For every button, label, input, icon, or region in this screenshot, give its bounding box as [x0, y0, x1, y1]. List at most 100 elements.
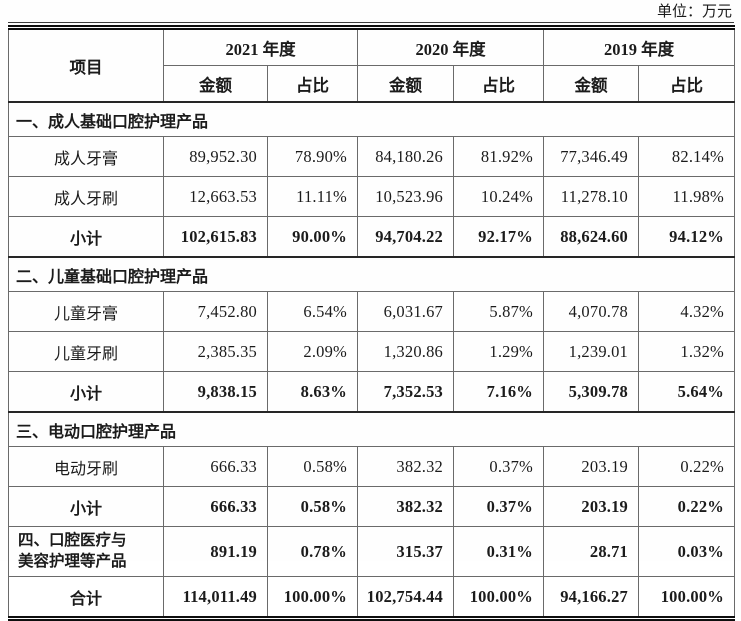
header-row-years: 项目 2021 年度 2020 年度 2019 年度: [8, 27, 735, 103]
amount-cell: 1,239.01: [543, 331, 639, 372]
ratio-cell: 100.00%: [453, 576, 544, 619]
amount-cell: 891.19: [163, 526, 268, 577]
table-row-children-toothbrush: 儿童牙刷 2,385.35 2.09% 1,320.86 1.29% 1,239…: [8, 331, 735, 372]
section-label: 三、电动口腔护理产品: [8, 411, 735, 447]
amount-cell: 84,180.26: [357, 136, 454, 177]
amount-cell: 5,309.78: [543, 371, 639, 413]
section-row-adult: 一、成人基础口腔护理产品: [8, 101, 735, 137]
header-ratio-2020: 占比: [453, 65, 544, 103]
ratio-cell: 0.37%: [453, 446, 544, 487]
ratio-cell: 0.78%: [267, 526, 358, 577]
amount-cell: 666.33: [163, 446, 268, 487]
amount-cell: 28.71: [543, 526, 639, 577]
header-year-2021: 2021 年度: [163, 27, 358, 66]
amount-cell: 203.19: [543, 486, 639, 527]
row-label: 儿童牙膏: [8, 291, 164, 332]
row-label: 小计: [8, 486, 164, 527]
ratio-cell: 0.58%: [267, 446, 358, 487]
amount-cell: 10,523.96: [357, 176, 454, 217]
amount-cell: 89,952.30: [163, 136, 268, 177]
section-label: 二、儿童基础口腔护理产品: [8, 256, 735, 292]
amount-cell: 1,320.86: [357, 331, 454, 372]
amount-cell: 94,166.27: [543, 576, 639, 619]
ratio-cell: 5.87%: [453, 291, 544, 332]
amount-cell: 9,838.15: [163, 371, 268, 413]
amount-cell: 94,704.22: [357, 216, 454, 258]
document-page: 单位：万元 项目 2021 年度 2020 年度 2019 年度 金额 占比 金…: [8, 3, 735, 621]
amount-cell: 11,278.10: [543, 176, 639, 217]
table-row-medical-beauty: 四、口腔医疗与 美容护理等产品 891.19 0.78% 315.37 0.31…: [8, 526, 735, 577]
ratio-cell: 11.98%: [638, 176, 735, 217]
amount-cell: 315.37: [357, 526, 454, 577]
header-amount-2020: 金额: [357, 65, 454, 103]
ratio-cell: 0.22%: [638, 486, 735, 527]
header-ratio-2021: 占比: [267, 65, 358, 103]
amount-cell: 77,346.49: [543, 136, 639, 177]
table-header: 项目 2021 年度 2020 年度 2019 年度 金额 占比 金额 占比 金…: [8, 27, 735, 103]
ratio-cell: 94.12%: [638, 216, 735, 258]
ratio-cell: 10.24%: [453, 176, 544, 217]
section-row-children: 二、儿童基础口腔护理产品: [8, 256, 735, 292]
ratio-cell: 2.09%: [267, 331, 358, 372]
ratio-cell: 100.00%: [267, 576, 358, 619]
row-label: 合计: [8, 576, 164, 619]
header-year-2019: 2019 年度: [543, 27, 735, 66]
amount-cell: 7,352.53: [357, 371, 454, 413]
amount-cell: 6,031.67: [357, 291, 454, 332]
ratio-cell: 92.17%: [453, 216, 544, 258]
ratio-cell: 1.29%: [453, 331, 544, 372]
row-label: 儿童牙刷: [8, 331, 164, 372]
section-label: 一、成人基础口腔护理产品: [8, 101, 735, 137]
subtotal-row-adult: 小计 102,615.83 90.00% 94,704.22 92.17% 88…: [8, 216, 735, 258]
ratio-cell: 0.58%: [267, 486, 358, 527]
amount-cell: 12,663.53: [163, 176, 268, 217]
ratio-cell: 1.32%: [638, 331, 735, 372]
section-row-electric: 三、电动口腔护理产品: [8, 411, 735, 447]
amount-cell: 102,615.83: [163, 216, 268, 258]
row-label: 成人牙刷: [8, 176, 164, 217]
revenue-breakdown-table: 项目 2021 年度 2020 年度 2019 年度 金额 占比 金额 占比 金…: [8, 25, 735, 621]
ratio-cell: 7.16%: [453, 371, 544, 413]
amount-cell: 88,624.60: [543, 216, 639, 258]
ratio-cell: 0.31%: [453, 526, 544, 577]
amount-cell: 102,754.44: [357, 576, 454, 619]
header-ratio-2019: 占比: [638, 65, 735, 103]
table-row-children-toothpaste: 儿童牙膏 7,452.80 6.54% 6,031.67 5.87% 4,070…: [8, 291, 735, 332]
amount-cell: 2,385.35: [163, 331, 268, 372]
amount-cell: 203.19: [543, 446, 639, 487]
ratio-cell: 100.00%: [638, 576, 735, 619]
amount-cell: 382.32: [357, 446, 454, 487]
amount-cell: 7,452.80: [163, 291, 268, 332]
table-row-electric-toothbrush: 电动牙刷 666.33 0.58% 382.32 0.37% 203.19 0.…: [8, 446, 735, 487]
row-label: 电动牙刷: [8, 446, 164, 487]
ratio-cell: 78.90%: [267, 136, 358, 177]
header-amount-2019: 金额: [543, 65, 639, 103]
ratio-cell: 4.32%: [638, 291, 735, 332]
table-row-adult-toothbrush: 成人牙刷 12,663.53 11.11% 10,523.96 10.24% 1…: [8, 176, 735, 217]
ratio-cell: 6.54%: [267, 291, 358, 332]
row-label: 小计: [8, 371, 164, 413]
row-label: 小计: [8, 216, 164, 258]
amount-cell: 4,070.78: [543, 291, 639, 332]
header-amount-2021: 金额: [163, 65, 268, 103]
ratio-cell: 0.37%: [453, 486, 544, 527]
amount-cell: 114,011.49: [163, 576, 268, 619]
ratio-cell: 11.11%: [267, 176, 358, 217]
ratio-cell: 82.14%: [638, 136, 735, 177]
ratio-cell: 8.63%: [267, 371, 358, 413]
subtotal-row-children: 小计 9,838.15 8.63% 7,352.53 7.16% 5,309.7…: [8, 371, 735, 413]
row-label: 成人牙膏: [8, 136, 164, 177]
row-label: 四、口腔医疗与 美容护理等产品: [8, 526, 164, 577]
table-row-adult-toothpaste: 成人牙膏 89,952.30 78.90% 84,180.26 81.92% 7…: [8, 136, 735, 177]
amount-cell: 666.33: [163, 486, 268, 527]
header-row-metrics: 金额 占比 金额 占比 金额 占比: [9, 65, 735, 103]
header-item: 项目: [8, 27, 164, 103]
ratio-cell: 0.22%: [638, 446, 735, 487]
subtotal-row-electric: 小计 666.33 0.58% 382.32 0.37% 203.19 0.22…: [8, 486, 735, 527]
ratio-cell: 90.00%: [267, 216, 358, 258]
header-year-2020: 2020 年度: [357, 27, 544, 66]
amount-cell: 382.32: [357, 486, 454, 527]
total-row: 合计 114,011.49 100.00% 102,754.44 100.00%…: [8, 576, 735, 619]
ratio-cell: 5.64%: [638, 371, 735, 413]
unit-label: 单位：万元: [8, 3, 734, 23]
